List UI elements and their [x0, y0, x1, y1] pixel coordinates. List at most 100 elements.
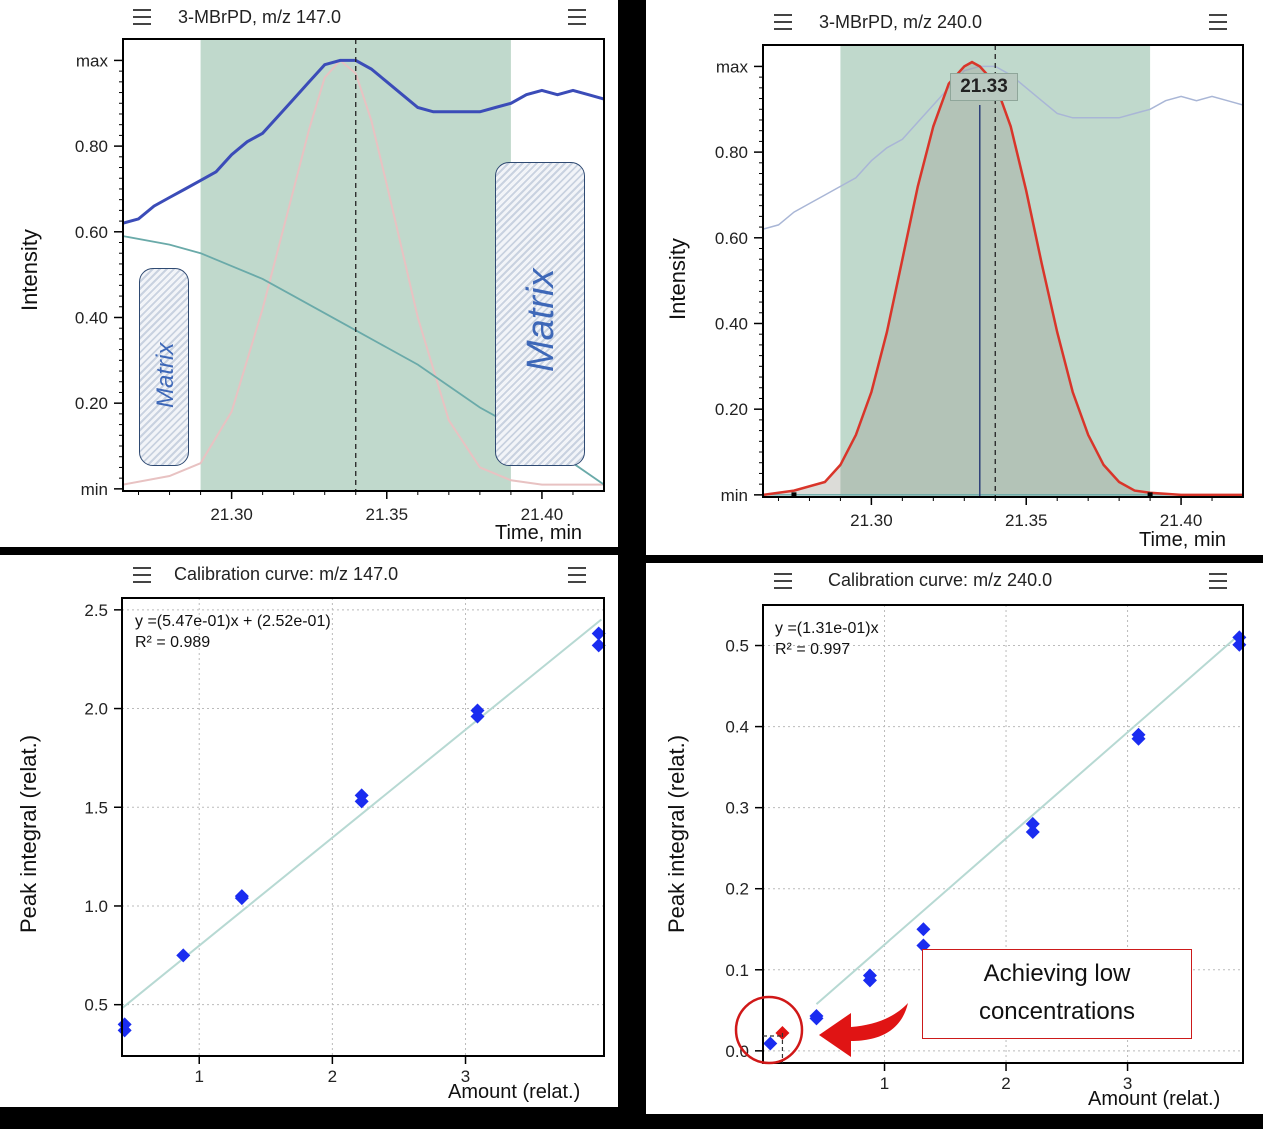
hamburger-menu-icon[interactable]: [568, 567, 586, 583]
chart-title: Calibration curve: m/z 147.0: [174, 564, 399, 584]
hamburger-menu-icon[interactable]: [1209, 573, 1227, 589]
chromatogram-plot[interactable]: min 0.20 0.40 0.60 0.80 max 21.30 21.35 21.40: [646, 0, 1263, 555]
x-tick-label: 21.35: [366, 505, 409, 524]
calibration-point: [591, 626, 606, 641]
hamburger-menu-icon[interactable]: [774, 14, 792, 30]
hamburger-menu-icon[interactable]: [568, 9, 586, 25]
calibration-point: [1131, 727, 1146, 742]
integration-end-marker: [1147, 492, 1153, 497]
regression-equation: y =(1.31e-01)x: [775, 620, 879, 637]
x-tick-label: 2: [328, 1067, 337, 1086]
callout-arrow-icon: [819, 1003, 908, 1057]
regression-equation: y =(5.47e-01)x + (2.52e-01): [135, 613, 331, 630]
hamburger-menu-icon[interactable]: [133, 9, 151, 25]
fit-equation: y =(5.47e-01)x + (2.52e-01) R² = 0.989: [135, 611, 331, 653]
peak-area: [763, 62, 1243, 495]
matrix-region-left: [139, 268, 189, 466]
y-axis-label: Intensity: [665, 238, 690, 320]
calibration-point: [176, 948, 191, 963]
x-tick-label: 1: [880, 1074, 889, 1093]
plot-area: [763, 45, 1243, 497]
y-tick-label: 0.5: [84, 996, 108, 1015]
calibration-point: [470, 703, 485, 718]
calibration-point: [1025, 824, 1040, 839]
calibration-panel-240: Calibration curve: m/z 240.0 0.0 0.1 0.2 0.…: [646, 563, 1263, 1114]
y-tick-label: 0.2: [725, 880, 749, 899]
x-tick-label: 21.35: [1005, 511, 1048, 530]
integration-start-marker: [791, 492, 797, 497]
y-tick-label: 0.60: [75, 223, 108, 242]
plot-frame: [762, 44, 1244, 498]
y-tick-label: 0.0: [725, 1042, 749, 1061]
calibration-point: [809, 1008, 824, 1023]
regression-line: [815, 632, 1242, 1005]
y-tick-label: 0.1: [725, 961, 749, 980]
y-tick-label: min: [81, 480, 108, 499]
x-tick-label: 1: [194, 1067, 203, 1086]
calibration-point: [354, 788, 369, 803]
chart-title: 3-MBrPD, m/z 147.0: [178, 7, 342, 27]
hamburger-menu-icon[interactable]: [133, 567, 151, 583]
chromatogram-panel-147: 3-MBrPD, m/z 147.0 min 0.20 0.40 0.60 0.80 ma…: [0, 0, 618, 547]
y-tick-label: 0.4: [725, 718, 749, 737]
regression-line: [121, 618, 602, 1010]
calibration-plot[interactable]: 0.5 1.0 1.5 2.0 2.5 1 2 3: [0, 555, 618, 1107]
plot-area: [123, 39, 604, 491]
chart-title: 3-MBrPD, m/z 240.0: [819, 12, 983, 32]
fit-equation: y =(1.31e-01)x R² = 0.997: [775, 618, 879, 660]
x-axis-label: Time, min: [495, 522, 583, 544]
x-axis-label: Time, min: [1139, 529, 1227, 551]
calibration-point: [591, 638, 606, 653]
y-tick-label: 1.0: [84, 897, 108, 916]
calibration-panel-147: Calibration curve: m/z 147.0 0.5 1.0 1.5 2.…: [0, 555, 618, 1107]
calibration-point: [763, 1036, 778, 1051]
calibration-plot[interactable]: 0.0 0.1 0.2 0.3 0.4 0.5 1 2 3: [646, 563, 1263, 1114]
r-squared: R² = 0.989: [135, 634, 211, 651]
y-axis-label: Peak integral (relat.): [664, 734, 689, 933]
y-tick-label: 2.5: [84, 601, 108, 620]
y-tick-label: 1.5: [84, 798, 108, 817]
calibration-point: [1025, 816, 1040, 831]
y-axis-label: Intensity: [17, 229, 42, 311]
chromatogram-plot[interactable]: min 0.20 0.40 0.60 0.80 max 21.30 21.35 21.40: [0, 0, 618, 547]
y-tick-label: 0.40: [75, 308, 108, 327]
matrix-label-left: Matrix: [152, 342, 179, 408]
matrix-trace: [763, 65, 1243, 230]
hamburger-menu-icon[interactable]: [774, 573, 792, 589]
x-tick-label: 21.30: [850, 511, 893, 530]
x-tick-label: 3: [1123, 1074, 1132, 1093]
plot-frame: [122, 38, 605, 492]
analyte-trace: [763, 60, 1243, 497]
matrix-label-right: Matrix: [520, 268, 562, 372]
y-tick-label: min: [721, 486, 748, 505]
y-tick-label: 0.20: [715, 400, 748, 419]
y-tick-label: 0.80: [715, 143, 748, 162]
y-tick-label: 2.0: [84, 700, 108, 719]
matrix-region-right: [495, 162, 585, 466]
y-tick-label: 0.40: [715, 314, 748, 333]
y-tick-label: 0.80: [75, 137, 108, 156]
highlight-circle: [734, 995, 804, 1065]
calibration-point: [1232, 637, 1247, 652]
y-tick-label: max: [716, 57, 749, 76]
y-tick-label: 0.60: [715, 229, 748, 248]
matrix-trace: [123, 58, 604, 225]
x-axis-label: Amount (relat.): [448, 1081, 581, 1103]
calibration-point: [862, 968, 877, 983]
x-tick-label: 3: [461, 1067, 470, 1086]
y-tick-label: 0.5: [725, 637, 749, 656]
chromatogram-panel-240: 3-MBrPD, m/z 240.0 min 0.20 0.40 0.60 0.80 ma…: [646, 0, 1263, 555]
chart-title: Calibration curve: m/z 240.0: [828, 570, 1053, 590]
calibration-point: [1232, 630, 1247, 645]
peak-apex-label: 21.33: [950, 73, 1018, 101]
calibration-point: [234, 889, 249, 904]
hamburger-menu-icon[interactable]: [1209, 14, 1227, 30]
calibration-point: [916, 922, 931, 937]
y-axis-label: Peak integral (relat.): [16, 734, 41, 933]
calibration-point: [916, 938, 931, 953]
plot-frame: [762, 604, 1244, 1064]
low-concentration-callout: Achieving low concentrations: [922, 949, 1192, 1039]
plot-frame: [121, 597, 605, 1057]
x-tick-label: 2: [1001, 1074, 1010, 1093]
x-axis-label: Amount (relat.): [1088, 1088, 1221, 1110]
